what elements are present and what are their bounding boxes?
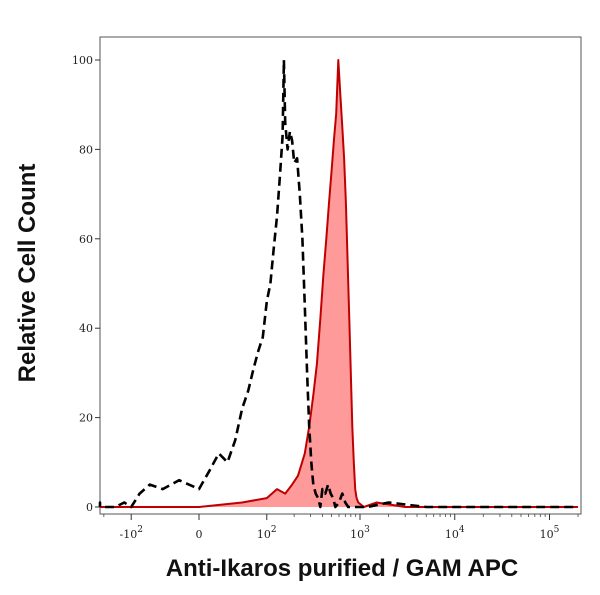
series-layer <box>98 58 578 509</box>
x-tick-base: -10 <box>119 528 137 541</box>
x-tick-base: 10 <box>257 528 271 541</box>
x-tick-exponent: 4 <box>459 525 465 535</box>
x-tick-label: 105 <box>540 525 560 541</box>
y-axis-title: Relative Cell Count <box>14 164 41 383</box>
x-tick-label: 102 <box>257 525 277 541</box>
x-tick-label: -102 <box>119 525 142 541</box>
y-tick-label: 100 <box>72 54 93 67</box>
y-tick-label: 40 <box>79 322 93 335</box>
series-line-dashed <box>98 58 578 509</box>
y-tick-label: 20 <box>79 412 93 425</box>
x-axis-title: Anti-Ikaros purified / GAM APC <box>166 555 518 582</box>
x-tick-base: 0 <box>196 528 203 541</box>
x-tick-label: 0 <box>196 528 203 541</box>
series-area-fill <box>100 60 578 507</box>
y-tick-label: 80 <box>79 143 93 156</box>
y-axis-ticks: 0 20 40 60 80 100 <box>72 54 100 514</box>
y-tick-label: 60 <box>79 233 93 246</box>
x-tick-exponent: 2 <box>137 525 143 535</box>
x-tick-base: 10 <box>540 528 554 541</box>
x-tick-exponent: 3 <box>364 525 370 535</box>
x-axis-ticks: -102 0 102 103 104 105 <box>103 514 579 541</box>
x-tick-base: 10 <box>350 528 364 541</box>
x-tick-exponent: 5 <box>554 525 560 535</box>
x-tick-exponent: 2 <box>271 525 277 535</box>
x-tick-label: 104 <box>445 525 465 541</box>
series-line-filled <box>100 59 578 508</box>
y-tick-label: 0 <box>86 501 93 514</box>
x-tick-base: 10 <box>445 528 459 541</box>
x-tick-label: 103 <box>350 525 370 541</box>
